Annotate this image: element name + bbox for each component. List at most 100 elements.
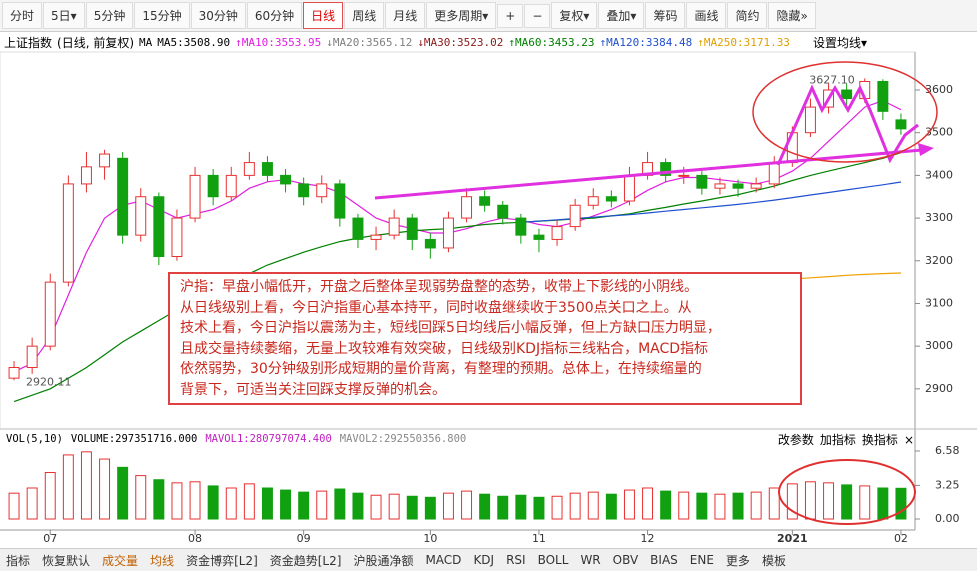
toolbar-button[interactable]: 隐藏» (768, 2, 816, 29)
volume-bar (189, 481, 201, 520)
indicator-tab[interactable]: MACD (425, 553, 462, 567)
candle-body (26, 345, 38, 368)
ma-value: ↓MA20:3565.12 (326, 35, 413, 49)
candle-body (352, 217, 364, 240)
indicator-tab[interactable]: 指标 (6, 553, 31, 568)
ma-settings[interactable]: 设置均线▾ (812, 35, 867, 50)
commentary-line: 背景下，可适当关注回踩支撑反弹的机会。 (180, 381, 446, 398)
x-tick-label: 10 (423, 532, 437, 545)
volume-bar (551, 495, 563, 520)
volume-bar (823, 482, 835, 520)
candle-body (841, 89, 853, 100)
toolbar-button[interactable]: 5分钟 (85, 2, 134, 29)
volume-bar (497, 495, 509, 520)
candle-body (497, 204, 509, 219)
volume-bar (261, 487, 273, 520)
toolbar: 分时 5日▾ 5分钟 15分钟 30分钟 60分钟 日线 周线 月线 更多周期▾ + − 复权▾ 叠加▾ 筹… (0, 0, 977, 32)
toolbar-button[interactable]: 分时 (2, 2, 43, 29)
zigzag-arrows (776, 84, 919, 166)
volume-bar (280, 489, 292, 520)
volume-bar (859, 485, 871, 520)
volume-button[interactable]: 加指标 (819, 432, 856, 447)
ma-value: ↑MA10:3553.95 (235, 35, 322, 49)
candle-body (243, 162, 255, 176)
indicator-tab[interactable]: 沪股通净额 (353, 553, 414, 568)
indicator-tab[interactable]: 资金趋势[L2] (269, 553, 342, 568)
toolbar-button[interactable]: 日线 (303, 2, 344, 29)
candle-body (135, 196, 147, 236)
volume-bar (587, 491, 599, 520)
commentary-box: 沪指：早盘小幅低开，开盘之后整体呈现弱势盘整的态势，收带上下影线的小阴线。 从日线… (168, 272, 802, 405)
candle-body (587, 196, 599, 206)
toolbar-button[interactable]: 周线 (344, 2, 385, 29)
indicator-tab[interactable]: WR (580, 553, 601, 567)
indicator-tab[interactable]: OBV (612, 553, 639, 567)
toolbar-button[interactable]: 复权▾ (551, 2, 598, 29)
volume-bar (442, 492, 454, 520)
low-label: 2920.11 (26, 375, 72, 388)
candle-body (461, 196, 473, 219)
indicator-tab[interactable]: BOLL (537, 553, 569, 567)
commentary-line: 从日线级别上看，今日沪指重心基本持平，同时收盘继续收于3500点关口之上。从 (180, 299, 692, 316)
indicator-tab[interactable]: ENE (689, 553, 714, 567)
toolbar-button[interactable]: 月线 (385, 2, 426, 29)
x-tick-label: 02 (894, 532, 908, 545)
indicator-tab[interactable]: 恢复默认 (42, 553, 91, 568)
volume-bar (243, 483, 255, 520)
candle-body (153, 196, 165, 257)
indicator-tab[interactable]: BIAS (650, 553, 678, 567)
x-tick-label: 08 (188, 532, 202, 545)
volume-bar (117, 466, 129, 520)
candle-body (261, 162, 273, 176)
indicator-tabs: 指标 恢复默认 成交量 均线 资金博弈[L2] 资金趋势[L2] 沪股通净额 MACD KDJ R… (0, 548, 977, 571)
candle-body (515, 217, 527, 236)
indicator-tab[interactable]: 资金博弈[L2] (186, 553, 258, 568)
volume-bar (605, 493, 617, 520)
mavol2: MAVOL2:292550356.800 (339, 433, 467, 445)
toolbar-button[interactable]: 简约 (727, 2, 768, 29)
candle-body (442, 217, 454, 249)
volume-bar (714, 493, 726, 520)
ma-line (520, 181, 902, 223)
volume-button[interactable]: 换指标 (861, 432, 898, 447)
indicator-tab[interactable]: RSI (506, 553, 526, 567)
candle-body (424, 238, 436, 249)
indicator-tab[interactable]: 更多 (725, 553, 750, 568)
mavol1: MAVOL1:280797074.400 (205, 433, 332, 445)
toolbar-button[interactable]: 30分钟 (190, 2, 246, 29)
toolbar-button[interactable]: 筹码 (645, 2, 686, 29)
volume-bar (461, 490, 473, 520)
toolbar-button[interactable]: 更多周期▾ (426, 2, 497, 29)
indicator-tab[interactable]: 均线 (150, 553, 175, 568)
volume-button[interactable]: × (903, 432, 914, 447)
candle-body (370, 234, 382, 240)
candle-body (768, 162, 780, 185)
toolbar-button[interactable]: 60分钟 (246, 2, 303, 29)
volume-bar (406, 495, 418, 520)
toolbar-button[interactable]: 画线 (686, 2, 727, 29)
candle-body (623, 174, 635, 202)
candle-body (80, 166, 92, 185)
candle-body (895, 119, 907, 130)
indicator-tab[interactable]: 模板 (761, 553, 786, 568)
volume-bar (642, 487, 654, 520)
toolbar-button[interactable]: + (497, 3, 524, 28)
candle-body (551, 226, 563, 240)
volume-bar (370, 494, 382, 520)
indicator-tab[interactable]: 成交量 (102, 553, 139, 568)
commentary-line: 沪指：早盘小幅低开，开盘之后整体呈现弱势盘整的态势，收带上下影线的小阴线。 (180, 279, 698, 295)
volume-bar (316, 490, 328, 520)
y-tick-label: 3100 (925, 296, 953, 309)
ma-label: MA (139, 35, 153, 49)
volume-button[interactable]: 改参数 (777, 432, 814, 447)
index-name: 上证指数 (4, 35, 53, 50)
toolbar-button[interactable]: 叠加▾ (598, 2, 645, 29)
candle-body (388, 217, 400, 236)
volume-bar (841, 484, 853, 520)
toolbar-button[interactable]: − (524, 3, 551, 28)
y-tick-label: 0.00 (935, 512, 960, 525)
indicator-tab[interactable]: KDJ (473, 553, 495, 567)
toolbar-button[interactable]: 5日▾ (43, 2, 85, 29)
toolbar-button[interactable]: 15分钟 (134, 2, 190, 29)
volume-bar (44, 471, 56, 520)
